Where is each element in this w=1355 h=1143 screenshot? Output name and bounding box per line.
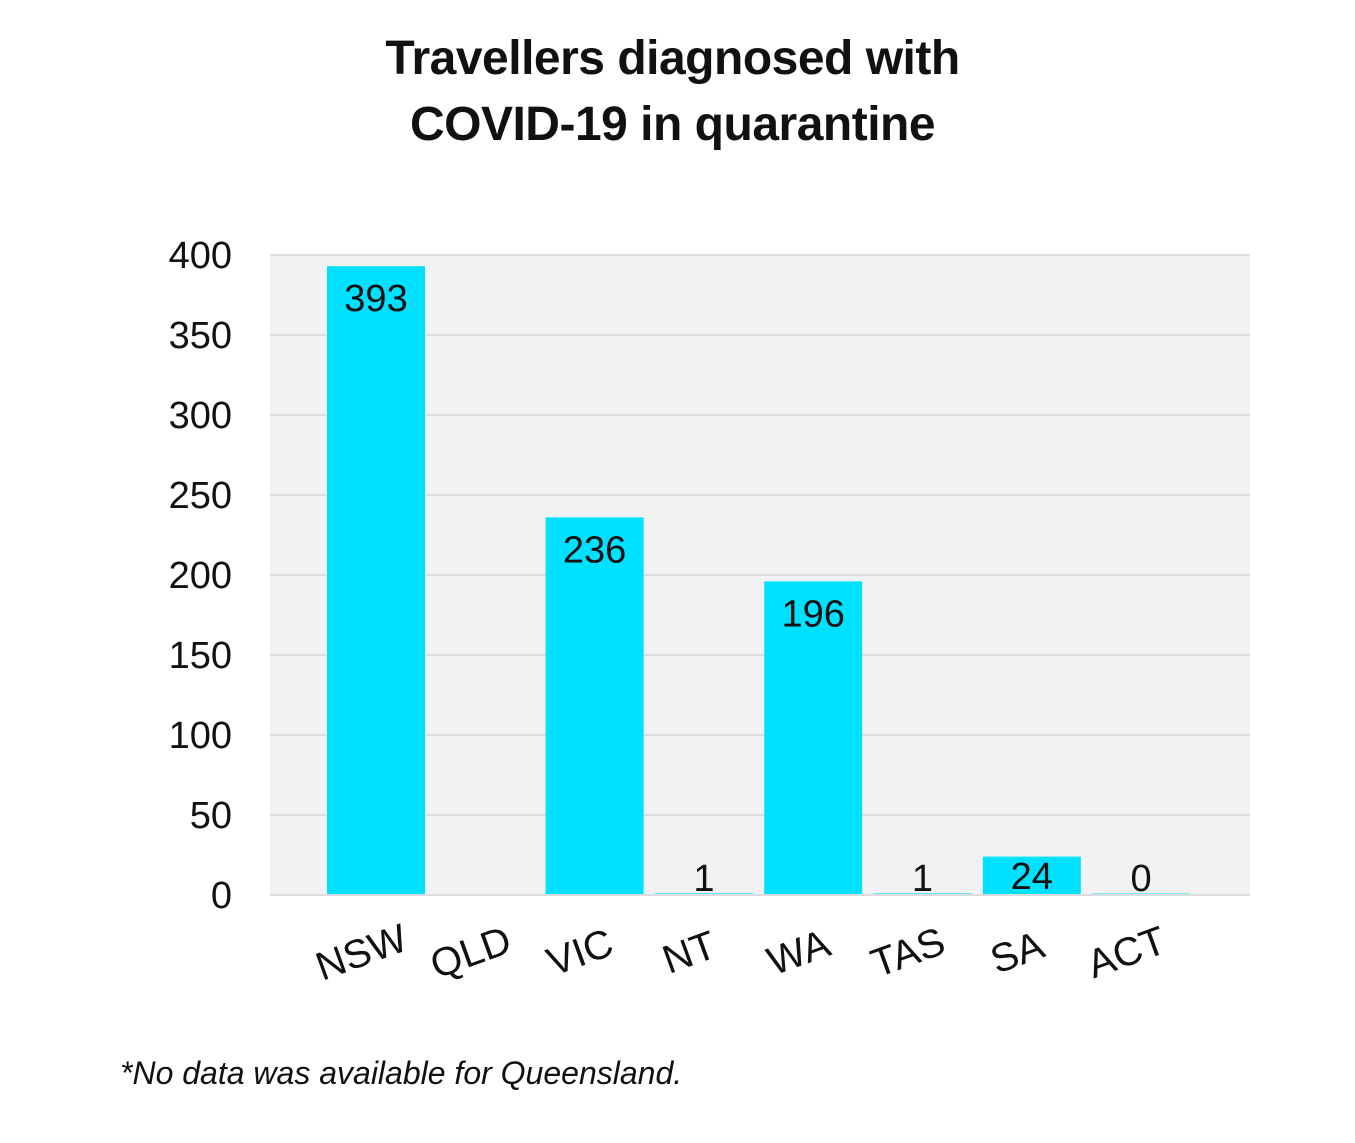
bar [982, 856, 1081, 895]
x-tick-label: VIC [541, 921, 619, 985]
data-label: 196 [781, 593, 844, 635]
y-tick-label: 50 [190, 795, 232, 837]
y-tick-label: 150 [169, 635, 232, 677]
footnote: *No data was available for Queensland. [120, 1055, 683, 1091]
y-tick-label: 100 [169, 715, 232, 757]
x-tick-label: TAS [865, 919, 950, 986]
data-label: 0 [1131, 858, 1152, 900]
bar [327, 266, 425, 895]
data-label: 1 [693, 858, 714, 900]
x-tick-label: SA [985, 923, 1050, 983]
bar [764, 581, 863, 895]
chart-title-line-2: COVID-19 in quarantine [409, 98, 936, 151]
x-tick-label: NSW [310, 916, 413, 989]
y-tick-label: 200 [169, 555, 232, 597]
y-tick-label: 400 [169, 235, 232, 277]
chart-title: Travellers diagnosed with COVID-19 in qu… [0, 26, 1345, 158]
data-label: 236 [563, 529, 626, 571]
x-tick-label: NT [657, 923, 722, 983]
bar [545, 517, 644, 895]
x-tick-label: WA [762, 921, 837, 984]
y-tick-label: 350 [169, 315, 232, 357]
chart-title-line-1: Travellers diagnosed with [385, 32, 960, 85]
data-label: 1 [912, 858, 933, 900]
y-tick-label: 0 [211, 875, 232, 917]
x-tick-label: ACT [1082, 918, 1172, 987]
y-tick-label: 300 [169, 395, 232, 437]
data-label: 393 [344, 278, 407, 320]
y-tick-label: 250 [169, 475, 232, 517]
data-label: 24 [1011, 856, 1053, 898]
x-tick-label: QLD [425, 918, 517, 987]
